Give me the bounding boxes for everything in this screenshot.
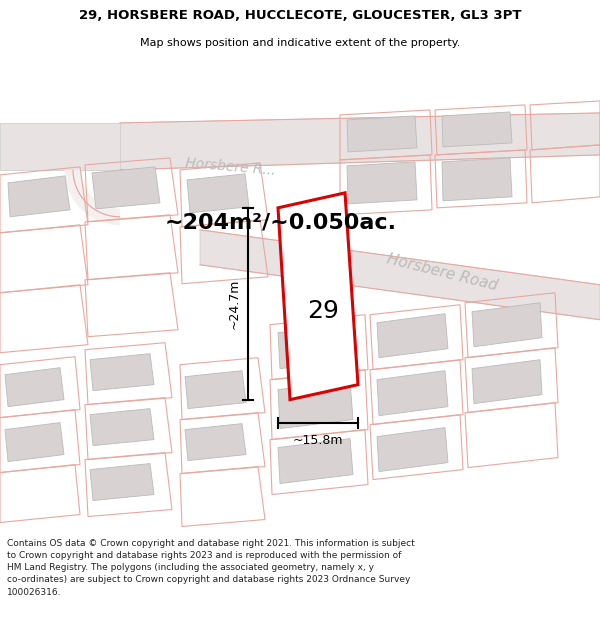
Text: ~15.8m: ~15.8m: [293, 434, 343, 447]
Polygon shape: [200, 230, 600, 320]
Polygon shape: [347, 116, 417, 152]
Polygon shape: [377, 314, 448, 358]
Polygon shape: [347, 162, 417, 204]
Text: Contains OS data © Crown copyright and database right 2021. This information is : Contains OS data © Crown copyright and d…: [7, 539, 415, 597]
Polygon shape: [442, 158, 512, 201]
Polygon shape: [278, 193, 358, 399]
Text: Horsbere R...: Horsbere R...: [185, 156, 277, 178]
Text: 29, HORSBERE ROAD, HUCCLECOTE, GLOUCESTER, GL3 3PT: 29, HORSBERE ROAD, HUCCLECOTE, GLOUCESTE…: [79, 9, 521, 22]
Polygon shape: [185, 424, 246, 461]
Polygon shape: [187, 174, 249, 213]
Polygon shape: [90, 409, 154, 446]
Polygon shape: [278, 381, 353, 429]
Text: Map shows position and indicative extent of the property.: Map shows position and indicative extent…: [140, 38, 460, 48]
Text: Horsbere Road: Horsbere Road: [385, 252, 499, 294]
Text: ~204m²/~0.050ac.: ~204m²/~0.050ac.: [165, 213, 397, 233]
Polygon shape: [120, 113, 600, 170]
Polygon shape: [377, 428, 448, 472]
Polygon shape: [472, 359, 542, 404]
Polygon shape: [278, 439, 353, 484]
Text: 29: 29: [307, 299, 338, 323]
Polygon shape: [278, 324, 353, 369]
Polygon shape: [0, 123, 120, 170]
Polygon shape: [8, 176, 70, 217]
Polygon shape: [5, 422, 64, 462]
Polygon shape: [185, 371, 246, 409]
Text: ~24.7m: ~24.7m: [227, 279, 241, 329]
Polygon shape: [442, 112, 512, 147]
Polygon shape: [377, 371, 448, 416]
Polygon shape: [90, 464, 154, 501]
Polygon shape: [5, 368, 64, 407]
Polygon shape: [90, 354, 154, 391]
Polygon shape: [92, 167, 160, 209]
Polygon shape: [472, 302, 542, 347]
